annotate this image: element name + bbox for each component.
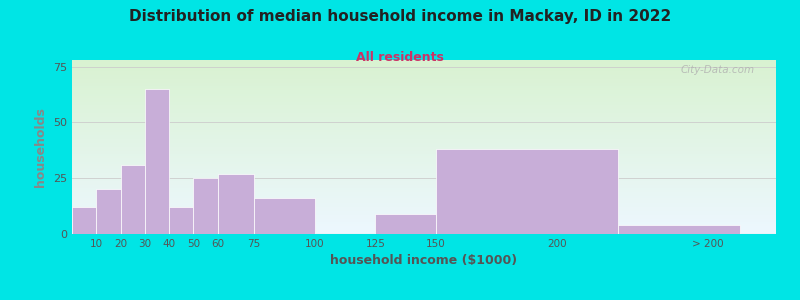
Bar: [218, 174, 254, 234]
Bar: [145, 89, 169, 234]
Y-axis label: households: households: [34, 107, 47, 187]
Bar: [618, 225, 739, 234]
Text: All residents: All residents: [356, 51, 444, 64]
Bar: [254, 198, 314, 234]
Text: Distribution of median household income in Mackay, ID in 2022: Distribution of median household income …: [129, 9, 671, 24]
Bar: [194, 178, 218, 234]
Bar: [169, 207, 194, 234]
Text: City-Data.com: City-Data.com: [681, 65, 755, 75]
Bar: [96, 189, 121, 234]
Bar: [375, 214, 436, 234]
X-axis label: household income ($1000): household income ($1000): [330, 254, 518, 267]
Bar: [121, 165, 145, 234]
Bar: [436, 149, 618, 234]
Bar: [72, 207, 96, 234]
